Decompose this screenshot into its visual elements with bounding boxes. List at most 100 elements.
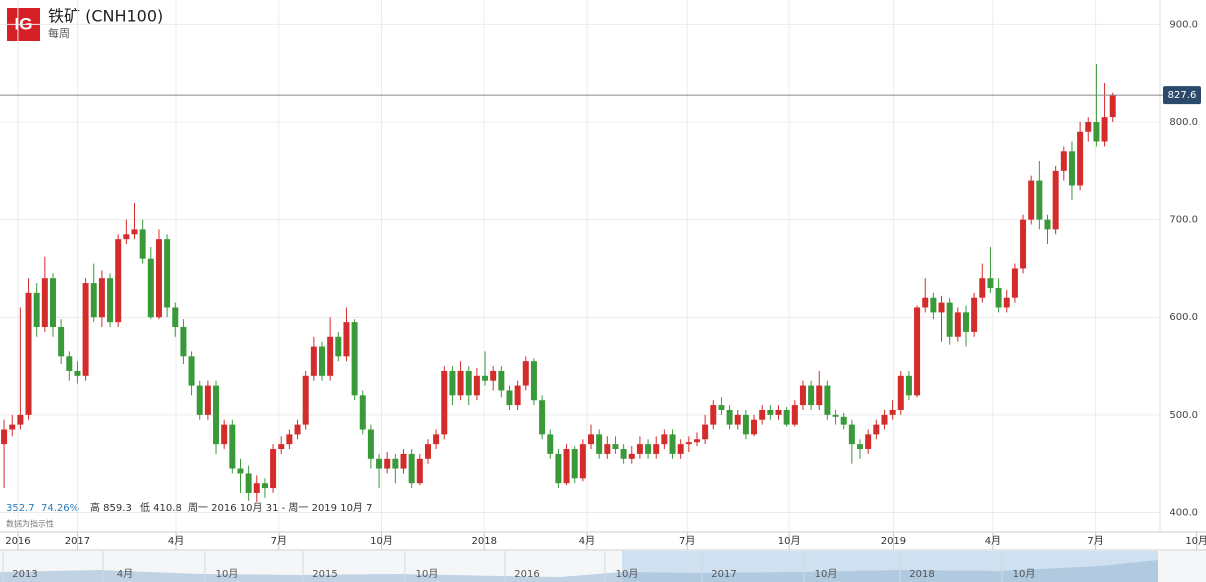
candle-body	[98, 278, 105, 318]
x-tick-label: 2018	[471, 536, 496, 547]
navigator-area	[0, 560, 1158, 582]
candle-body	[799, 385, 806, 406]
candle-body	[49, 278, 56, 328]
candle-body	[229, 424, 236, 469]
candle-body	[90, 283, 97, 318]
stat-change: 352.7	[6, 503, 35, 514]
x-tick-label: 2016	[5, 536, 30, 547]
candle-body	[155, 239, 162, 318]
candle-body	[1020, 219, 1027, 269]
candle-body	[914, 307, 921, 396]
candle-body	[74, 370, 81, 376]
candle-body	[1068, 151, 1075, 186]
candle-body	[441, 370, 448, 435]
candle-body	[416, 458, 423, 484]
candle-body	[204, 385, 211, 415]
candle-body	[881, 414, 888, 425]
candle-body	[922, 297, 929, 308]
chart-title: 铁矿 (CNH100)	[48, 7, 163, 26]
candle-body	[710, 405, 717, 425]
candle-body	[82, 283, 89, 376]
candle-body	[41, 278, 48, 328]
candle-body	[547, 434, 554, 454]
candle-body	[139, 229, 146, 259]
x-tick-label: 4月	[168, 535, 184, 547]
last-price-label: 827.6	[1168, 90, 1197, 101]
candle-body	[245, 473, 252, 493]
candle-body	[865, 434, 872, 450]
candle-body	[278, 444, 285, 450]
navigator-label: 10月	[815, 568, 838, 580]
candle-body	[392, 458, 399, 469]
candle-body	[954, 312, 961, 337]
chart-subtitle: 每周	[48, 26, 70, 40]
candle-body	[449, 370, 456, 396]
candle-body	[33, 292, 40, 328]
candle-body	[1101, 117, 1108, 142]
candle-body	[1060, 151, 1067, 171]
stat-high: 高 859.3	[90, 501, 132, 514]
navigator-label: 10月	[216, 568, 239, 580]
candle-body	[172, 307, 179, 328]
x-tick-label: 7月	[679, 535, 695, 547]
x-tick-label: 10月	[370, 535, 393, 547]
x-tick-label: 10月	[778, 535, 801, 547]
navigator-label: 2016	[514, 569, 539, 580]
candle-body	[620, 449, 627, 459]
candle-body	[343, 322, 350, 357]
candle-body	[376, 458, 383, 469]
candle-body	[1, 429, 8, 445]
candle-body	[473, 375, 480, 396]
candle-body	[726, 409, 733, 425]
candle-body	[335, 336, 342, 357]
stat-note: 数据为指示性	[6, 519, 54, 529]
x-tick-label: 4月	[985, 535, 1001, 547]
candle-body	[1036, 180, 1043, 220]
candle-body	[384, 458, 391, 469]
candle-body	[131, 229, 138, 235]
candle-body	[645, 444, 652, 454]
candle-body	[1093, 122, 1100, 142]
candle-body	[946, 302, 953, 337]
candle-body	[693, 439, 700, 443]
candle-body	[9, 424, 16, 430]
candle-body	[465, 370, 472, 396]
candle-body	[522, 361, 529, 386]
candle-body	[775, 409, 782, 415]
candle-body	[1011, 268, 1018, 298]
candle-body	[164, 239, 171, 308]
candle-body	[1085, 122, 1092, 132]
candle-body	[816, 385, 823, 406]
navigator-label: 10月	[416, 568, 439, 580]
candle-body	[530, 361, 537, 401]
candle-body	[213, 385, 220, 445]
candle-body	[612, 444, 619, 450]
candle-body	[742, 414, 749, 435]
candle-body	[628, 453, 635, 459]
candle-body	[123, 234, 130, 240]
candle-body	[66, 356, 73, 371]
candle-body	[596, 434, 603, 454]
candle-body	[1003, 297, 1010, 308]
candle-body	[115, 239, 122, 323]
candle-body	[367, 429, 374, 459]
candle-body	[718, 405, 725, 410]
navigator-label: 10月	[616, 568, 639, 580]
candle-body	[930, 297, 937, 313]
navigator-label: 2018	[909, 569, 934, 580]
candle-body	[147, 258, 154, 318]
x-tick-label: 2019	[881, 536, 906, 547]
candle-body	[310, 346, 317, 376]
navigator-label: 2013	[12, 569, 37, 580]
candle-body	[433, 434, 440, 445]
candle-body	[482, 375, 489, 381]
y-tick-label: 700.0	[1169, 215, 1198, 226]
x-tick-label: 2017	[65, 536, 90, 547]
candle-body	[400, 453, 407, 469]
candle-body	[579, 444, 586, 479]
candle-body	[539, 400, 546, 435]
candle-body	[327, 336, 334, 376]
candle-body	[857, 444, 864, 450]
